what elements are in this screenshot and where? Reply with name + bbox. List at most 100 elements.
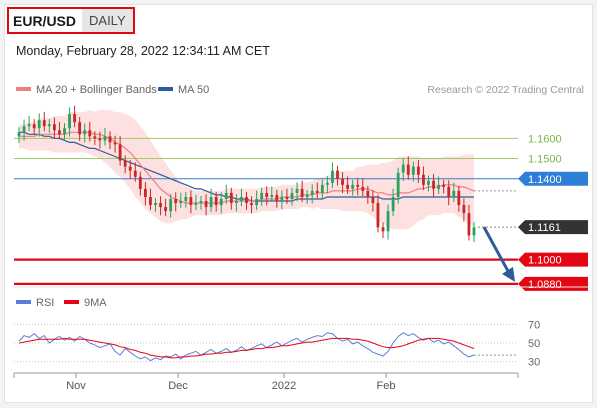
candle-body (260, 192, 264, 199)
rsi-line (18, 332, 475, 362)
candle-body (224, 192, 228, 199)
candle-body (143, 188, 147, 197)
candle-body (396, 172, 400, 197)
candle-body (149, 196, 152, 206)
x-tick-label-dec: Dec (168, 380, 188, 392)
candle-body (103, 136, 107, 141)
candle-body (118, 144, 122, 161)
candle-body (179, 201, 183, 204)
rsi-lines (18, 332, 518, 362)
candle-body (32, 124, 36, 129)
candle-body (361, 186, 365, 191)
candle-body (27, 124, 31, 127)
x-axis-ticks: Nov Dec 2022 Feb (13, 373, 519, 392)
candle-body (320, 184, 324, 193)
candle-body (270, 194, 274, 197)
candle-body (401, 164, 405, 173)
candle-body (138, 176, 142, 189)
rsi-ma-legend-swatch (64, 300, 79, 304)
candle-body (325, 182, 329, 185)
candle-body (275, 194, 279, 202)
candle-body (452, 190, 456, 197)
candle-body (422, 174, 425, 185)
forecast-arrow-shaft (482, 226, 511, 274)
candle-body (184, 196, 188, 202)
candle-body (133, 170, 137, 177)
candle-body (68, 114, 71, 129)
candle-body (416, 166, 420, 175)
level-badge-label-1-1000: 1.1000 (528, 255, 562, 267)
x-tick-label-2022: 2022 (272, 380, 296, 392)
candle-body (280, 196, 284, 202)
candle-body (234, 201, 238, 204)
ma50-legend-swatch (158, 87, 173, 91)
research-credit: Research © 2022 Trading Central (427, 84, 584, 96)
candle-body (457, 190, 461, 206)
candle-body (194, 203, 198, 206)
candle-body (366, 190, 370, 197)
candle-body (447, 186, 451, 197)
candle-body (47, 124, 51, 127)
candle-body (310, 190, 314, 195)
rsi-ma-line (18, 337, 475, 359)
rsi-tick-50: 50 (528, 338, 540, 350)
rsi-ma-legend-label: 9MA (84, 297, 107, 309)
candle-body (159, 203, 162, 208)
bollinger-band-area (19, 110, 474, 230)
candle-body (290, 192, 294, 199)
candle-body (341, 178, 344, 185)
forecast-arrow (482, 226, 515, 282)
candle-body (381, 227, 385, 232)
candle-body (295, 188, 299, 193)
level-badge-1-1400 (518, 171, 588, 186)
candle-body (472, 227, 476, 236)
candle-body (73, 114, 77, 123)
candle-body (113, 142, 117, 145)
candle-body (386, 211, 390, 232)
ma50-legend-label: MA 50 (178, 84, 209, 96)
candle-body (351, 184, 355, 189)
candle-body (346, 184, 350, 189)
candlesticks (17, 105, 476, 243)
candle-body (315, 190, 319, 193)
symbol-label: EUR/USD (13, 12, 77, 29)
candle-body (250, 203, 253, 206)
candle-body (63, 128, 66, 135)
candle-body (37, 120, 41, 129)
rsi-legend-label: RSI (36, 297, 54, 309)
candle-body (300, 188, 304, 197)
level-badge-1-1161 (518, 220, 588, 235)
ma20-legend-label: MA 20 + Bollinger Bands (36, 84, 157, 96)
candle-body (108, 136, 112, 143)
candle-body (174, 198, 178, 204)
candle-body (356, 184, 360, 187)
candle-body (462, 205, 466, 214)
candle-body (442, 184, 446, 187)
forecast-arrow-head (502, 266, 515, 282)
candle-body (391, 196, 395, 212)
candle-body (78, 122, 82, 135)
level-labels: 1.1600 1.1500 1.1400 1.1161 1.1000 1.0880 (518, 133, 588, 291)
x-tick-label-nov: Nov (66, 380, 86, 392)
candle-body (164, 207, 168, 212)
period-label[interactable]: DAILY (82, 9, 133, 32)
candle-body (411, 166, 415, 175)
level-badge-label-1-1161: 1.1161 (528, 222, 561, 234)
rsi-legend-swatch (16, 300, 31, 304)
candle-body (98, 138, 102, 141)
candle-body (305, 194, 309, 197)
candle-body (406, 164, 410, 175)
candle-body (169, 198, 173, 212)
timestamp: Monday, February 28, 2022 12:34:11 AM CE… (16, 44, 270, 58)
level-label-1-1600: 1.1600 (528, 133, 562, 145)
candle-body (467, 213, 471, 236)
candle-body (437, 184, 441, 189)
candle-body (336, 170, 339, 179)
candle-body (245, 196, 248, 204)
candle-body (58, 130, 61, 135)
candle-body (255, 198, 259, 206)
candle-body (22, 126, 26, 133)
level-label-1-1500: 1.1500 (528, 154, 562, 166)
candle-body (265, 192, 269, 197)
